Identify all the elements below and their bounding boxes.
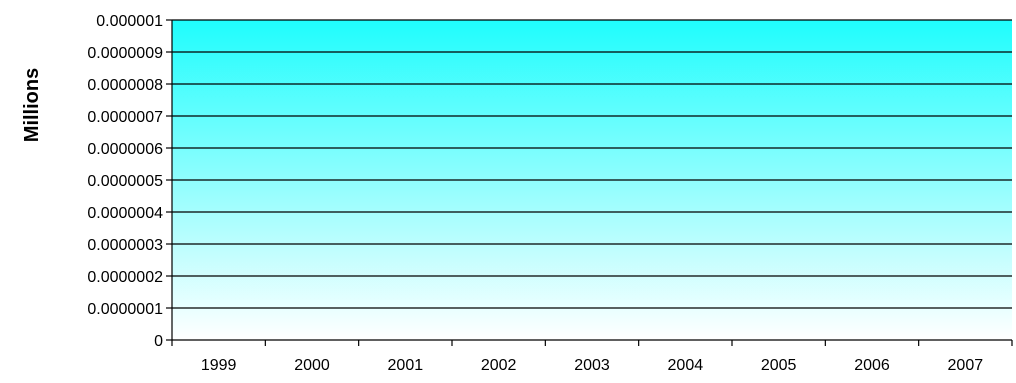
axes [166, 19, 1013, 346]
x-tick-label: 2004 [668, 357, 704, 374]
y-tick-label: 0 [154, 333, 163, 350]
y-axis-title: Millions [21, 68, 43, 142]
x-tick-label: 2005 [761, 357, 797, 374]
x-tick-label: 1999 [201, 357, 237, 374]
x-tick-label: 2002 [481, 357, 517, 374]
y-tick-label: 0.0000004 [87, 205, 163, 222]
y-tick-labels: 0 0.0000001 0.0000002 0.0000003 0.0000004 0.0… [87, 13, 163, 350]
y-tick-label: 0.0000007 [87, 109, 163, 126]
y-tick-label: 0.0000003 [87, 237, 163, 254]
x-tick-label: 2006 [854, 357, 890, 374]
gridlines [172, 19, 1012, 309]
y-tick-label: 0.0000005 [87, 173, 163, 190]
x-tick-label: 2000 [294, 357, 330, 374]
y-tick-label: 0.0000006 [87, 141, 163, 158]
y-tick-label: 0.000001 [96, 13, 163, 30]
x-tick-label: 2007 [948, 357, 984, 374]
y-tick-label: 0.0000001 [87, 301, 163, 318]
y-tick-label: 0.0000008 [87, 77, 163, 94]
x-tick-label: 2003 [574, 357, 610, 374]
y-tick-label: 0.0000009 [87, 45, 163, 62]
x-tick-label: 2001 [388, 357, 424, 374]
y-tick-label: 0.0000002 [87, 269, 163, 286]
x-tick-labels: 1999 2000 2001 2002 2003 2004 2005 2006 2007 [201, 357, 983, 374]
